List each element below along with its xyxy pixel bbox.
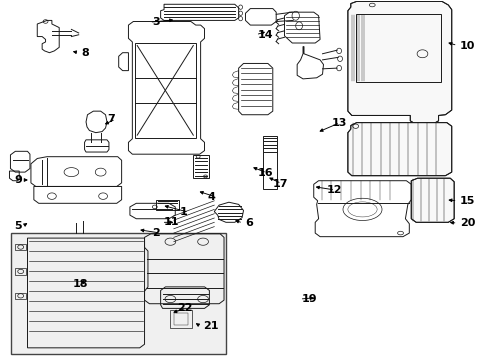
Text: 17: 17	[272, 179, 288, 189]
Bar	[263, 136, 276, 189]
Text: 12: 12	[326, 185, 341, 195]
Text: 8: 8	[81, 48, 89, 58]
Bar	[193, 155, 208, 178]
Bar	[170, 310, 192, 328]
Bar	[15, 244, 26, 250]
Text: 20: 20	[459, 218, 474, 228]
Text: 18: 18	[73, 279, 88, 289]
Text: 15: 15	[459, 196, 474, 206]
Text: 19: 19	[302, 294, 317, 304]
Text: 7: 7	[107, 114, 115, 124]
Text: 14: 14	[258, 30, 273, 40]
Bar	[173, 313, 188, 325]
Text: 9: 9	[14, 175, 22, 185]
Text: 1: 1	[180, 207, 187, 217]
Text: 22: 22	[177, 303, 192, 314]
Bar	[156, 200, 179, 210]
Text: 4: 4	[207, 192, 215, 202]
Text: 3: 3	[152, 17, 159, 27]
Bar	[355, 14, 440, 82]
Polygon shape	[347, 123, 451, 176]
Bar	[15, 268, 26, 275]
Text: 21: 21	[203, 321, 218, 331]
Text: 13: 13	[330, 118, 346, 128]
Text: 10: 10	[459, 41, 474, 50]
Text: 11: 11	[163, 217, 179, 227]
Bar	[15, 293, 26, 299]
Text: 2: 2	[152, 228, 159, 238]
Bar	[11, 233, 225, 354]
Text: 5: 5	[14, 221, 22, 231]
Text: 16: 16	[258, 168, 273, 178]
Polygon shape	[410, 178, 453, 222]
Polygon shape	[347, 1, 451, 125]
Text: 6: 6	[245, 218, 253, 228]
